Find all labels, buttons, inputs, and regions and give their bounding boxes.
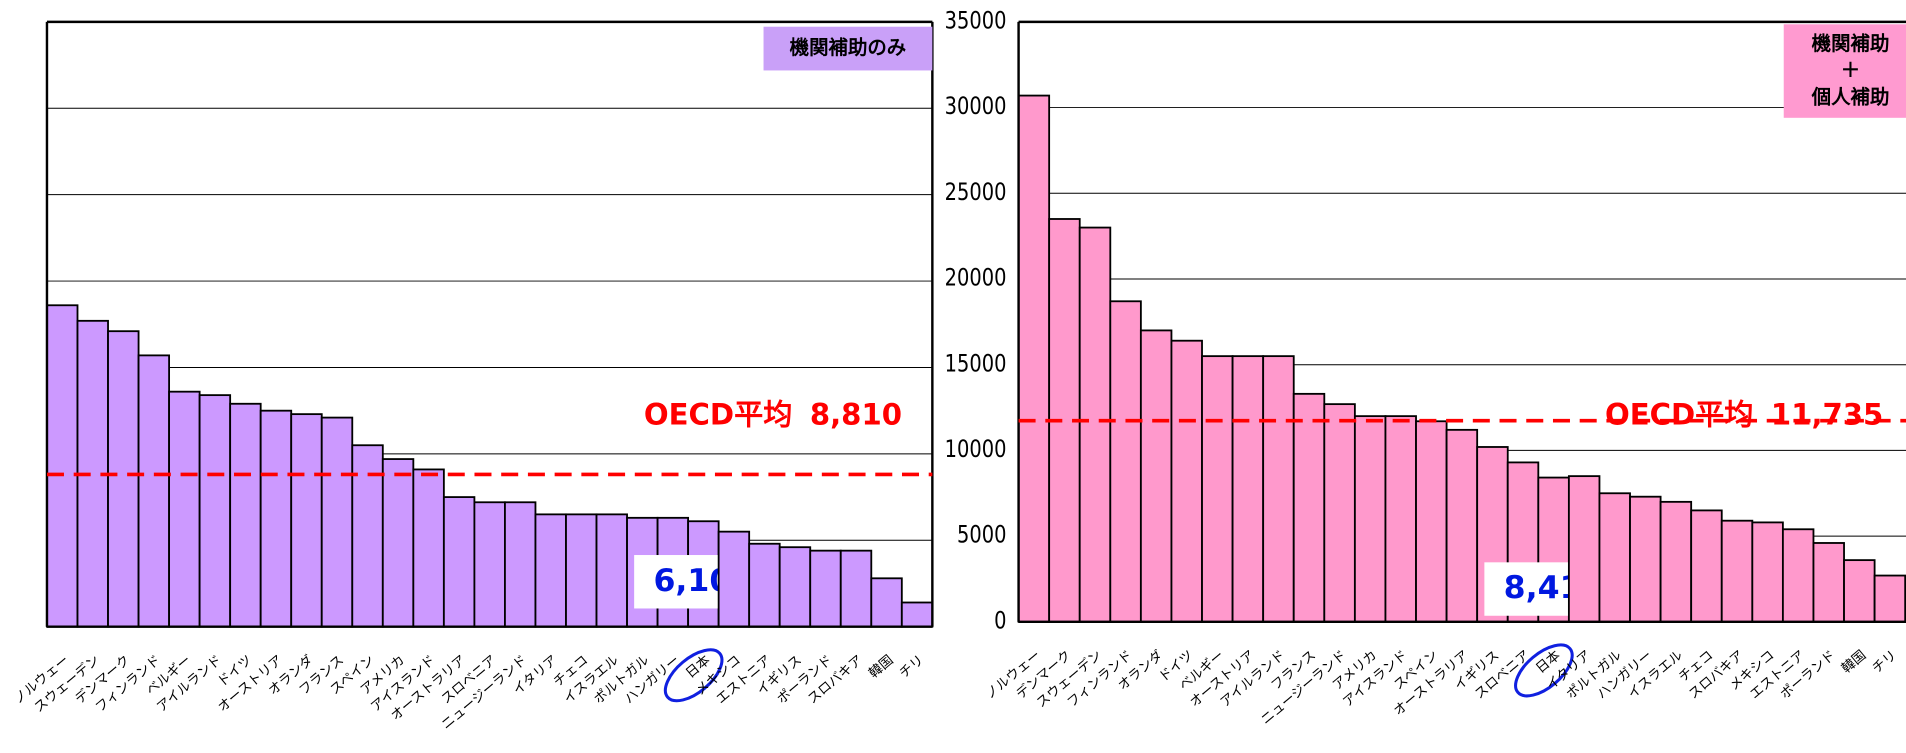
x-tick-label: 韓国 xyxy=(1839,647,1870,676)
bar xyxy=(137,354,171,628)
badge-text: 個人補助 xyxy=(1811,85,1890,108)
bar xyxy=(46,304,79,628)
bar xyxy=(473,501,506,628)
bar xyxy=(1629,495,1662,623)
bar xyxy=(748,542,781,628)
reference-text: OECD平均 xyxy=(644,398,792,432)
badge xyxy=(1783,24,1906,118)
bar xyxy=(1170,339,1203,623)
y-tick-label: 0 xyxy=(994,607,1006,635)
bar xyxy=(870,577,903,628)
bar xyxy=(1659,500,1693,623)
bar xyxy=(504,501,537,628)
bar xyxy=(1445,428,1479,623)
bar xyxy=(1017,94,1051,623)
x-tick-label: チリ xyxy=(897,653,927,682)
bar xyxy=(1567,475,1601,623)
bar xyxy=(1415,420,1448,623)
bar xyxy=(1353,415,1387,623)
highlight-ellipse xyxy=(1514,643,1574,698)
badge xyxy=(763,26,933,71)
bar xyxy=(595,513,628,628)
bar xyxy=(1201,355,1234,623)
bar xyxy=(900,601,934,628)
y-tick-label: 30000 xyxy=(945,93,1007,121)
y-tick-label: 25000 xyxy=(945,179,1007,207)
bar xyxy=(778,546,812,628)
y-tick-label: 35000 xyxy=(945,8,1007,36)
bar xyxy=(1292,392,1326,623)
bar xyxy=(839,549,873,628)
bar xyxy=(1751,521,1784,623)
y-tick-label: 10000 xyxy=(945,436,1007,464)
y-tick-label: 20000 xyxy=(945,265,1007,293)
bar xyxy=(1109,300,1142,623)
bar xyxy=(1384,415,1417,623)
bar xyxy=(534,513,567,628)
bar xyxy=(809,549,842,628)
y-tick-label: 15000 xyxy=(945,350,1007,378)
bar xyxy=(290,413,323,628)
bar xyxy=(320,416,354,628)
bar xyxy=(442,496,476,628)
y-tick-label: 5000 xyxy=(957,522,1006,550)
badge-text: 機関補助のみ xyxy=(790,36,907,59)
bar xyxy=(107,330,140,628)
bar xyxy=(1598,492,1631,623)
reference-annotation: OECD平均 8,810 xyxy=(644,398,902,432)
bar xyxy=(168,390,201,628)
bar xyxy=(1843,559,1876,623)
bar xyxy=(259,409,293,628)
x-tick-label: 韓国 xyxy=(866,652,897,681)
bar xyxy=(351,444,384,628)
bar xyxy=(1690,509,1723,623)
bar xyxy=(717,530,751,628)
reference-text: 11,735 xyxy=(1771,398,1883,432)
bar xyxy=(1231,355,1265,623)
bar xyxy=(412,468,445,628)
bar xyxy=(1873,574,1906,623)
badge-text: 機関補助 xyxy=(1812,32,1890,55)
bar xyxy=(1262,355,1295,623)
bar xyxy=(381,458,415,628)
reference-annotation: OECD平均 11,735 xyxy=(1605,398,1883,432)
bar xyxy=(1812,542,1845,623)
reference-text: 8,810 xyxy=(810,398,902,432)
bar xyxy=(1323,403,1356,623)
bar xyxy=(229,402,262,628)
x-tick-label: チリ xyxy=(1870,648,1900,677)
bar xyxy=(1078,226,1112,623)
badge-text: ＋ xyxy=(1841,59,1860,82)
bar xyxy=(1139,329,1173,623)
bar xyxy=(1720,519,1754,623)
reference-text: OECD平均 xyxy=(1605,398,1753,432)
highlight-ellipse xyxy=(663,648,724,703)
bar xyxy=(565,513,598,628)
bar xyxy=(1781,528,1815,623)
bar xyxy=(198,394,232,628)
